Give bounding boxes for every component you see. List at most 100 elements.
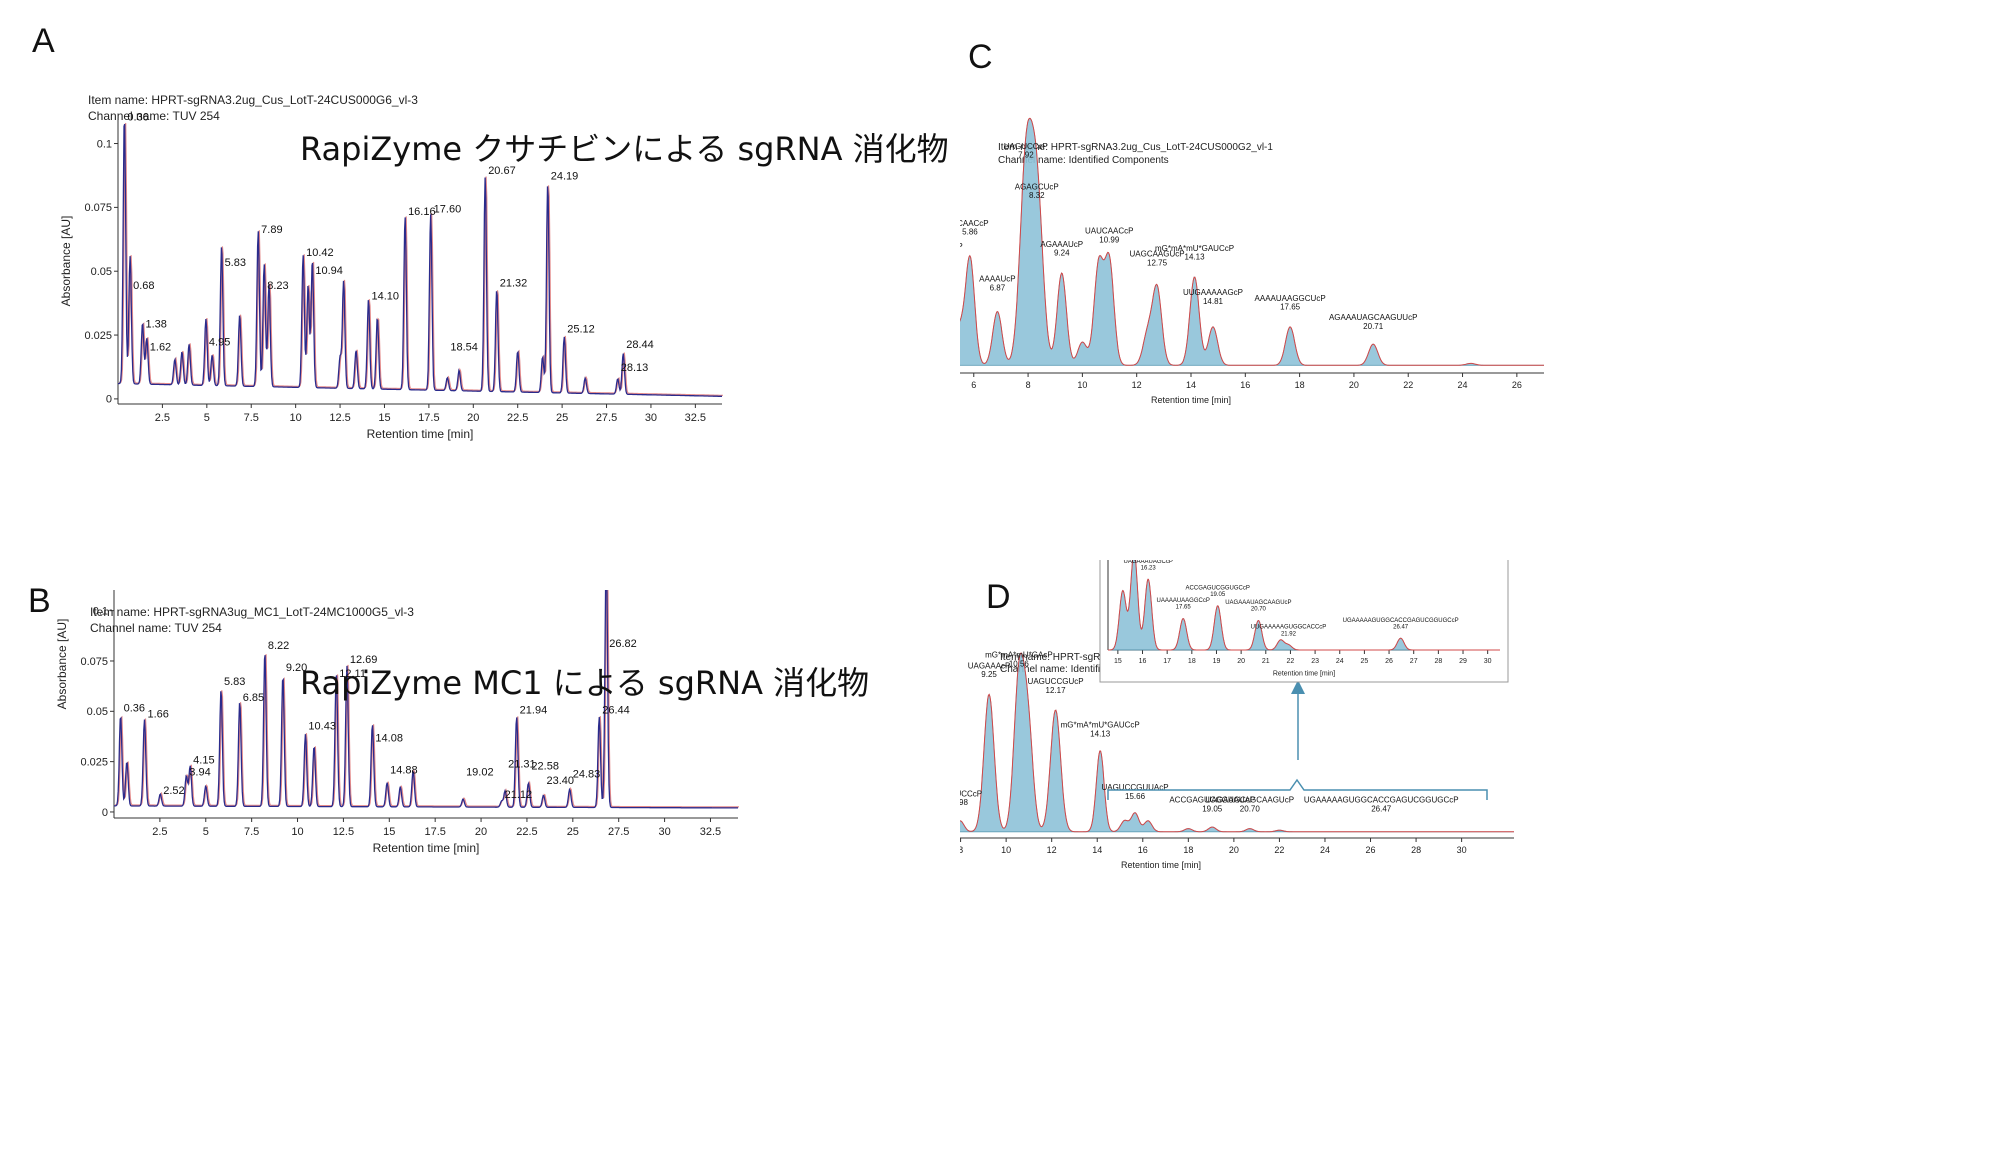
chart-c-item-name: Item name: HPRT-sgRNA3.2ug_Cus_LotT-24CU…: [998, 142, 1273, 153]
x-tick-label-B: 5: [203, 826, 209, 838]
peak-name-C: AAAAUcP: [979, 275, 1015, 284]
x-tick-label-A: 30: [645, 412, 657, 424]
peak-label-B: 14.08: [375, 733, 403, 745]
peak-rt-D-inset: 16.23: [1141, 565, 1157, 571]
y-axis-title-A: Absorbance [AU]: [59, 216, 73, 307]
peak-label-A: 20.67: [488, 165, 516, 177]
peak-label-B: 2.52: [163, 785, 184, 797]
x-tick-label-D: 12: [1047, 845, 1057, 855]
peak-name-D: UAGUCCcP: [960, 789, 982, 798]
chart-a-uv-chromatogram: Item name: HPRT-sgRNA3.2ug_Cus_LotT-24CU…: [59, 93, 723, 441]
y-tick-label-A: 0.05: [91, 266, 112, 278]
peak-name-C: AAAAUAAGGCUcP: [1255, 294, 1326, 303]
peak-label-B: 23.40: [546, 775, 574, 787]
x-tick-label-D: 30: [1457, 845, 1467, 855]
x-tick-label-A: 22.5: [507, 412, 528, 424]
peak-label-A: 16.16: [408, 206, 436, 218]
x-tick-label-B: 2.5: [152, 826, 167, 838]
x-tick-label-D-inset: 29: [1459, 658, 1467, 665]
x-tick-label-A: 12.5: [329, 412, 350, 424]
peak-label-A: 21.32: [500, 278, 528, 290]
x-tick-label-A: 25: [556, 412, 568, 424]
x-tick-label-B: 30: [658, 826, 670, 838]
x-tick-label-C: 18: [1295, 380, 1305, 390]
peak-label-B: 12.11: [339, 668, 366, 680]
peak-label-A: 7.89: [261, 224, 282, 236]
peak-rt-D-inset: 20.70: [1251, 607, 1267, 613]
peak-label-B: 21.94: [520, 704, 548, 716]
peak-name-D-inset: ACCGAGUCGGUGCcP: [1186, 585, 1250, 591]
peak-rt-D: 20.70: [1240, 804, 1261, 813]
x-tick-label-B: 25: [567, 826, 579, 838]
peak-name-D: ACCGAGUCGGUGCcP: [1169, 796, 1255, 805]
x-axis-title-C: Retention time [min]: [1151, 395, 1231, 405]
peak-label-A: 25.12: [567, 324, 595, 336]
x-tick-label-D-inset: 24: [1336, 658, 1344, 665]
peak-name-D: UAGAAAcP: [968, 661, 1011, 670]
peak-name-D-inset: UAGAAAUAGCcP: [1124, 560, 1173, 565]
peak-name-D: UAGUCCGUUAcP: [1101, 783, 1168, 792]
x-tick-label-C: 16: [1240, 380, 1250, 390]
y-tick-label-B: 0.05: [87, 706, 108, 718]
peak-name-C: UAGUCCcP: [1004, 142, 1048, 151]
peak-label-A: 5.83: [225, 257, 246, 269]
panel-letter-d: D: [986, 578, 1011, 616]
peak-label-A: 28.44: [626, 339, 654, 351]
chart-d-ms-chromatogram: Item name: HPRT-sgRNA3ug_MC1_LotT-24MC10…: [960, 560, 1514, 870]
trace-secondary-A: [119, 122, 723, 396]
x-tick-label-D: 26: [1366, 845, 1376, 855]
peak-label-B: 5.83: [224, 676, 245, 688]
x-tick-label-D: 20: [1229, 845, 1239, 855]
peak-label-B: 21.12: [505, 789, 533, 801]
peak-name-D: UAGAAAUAGCAAGUcP: [1206, 796, 1294, 805]
x-tick-label-B: 17.5: [424, 826, 445, 838]
chart-b-uv-chromatogram: Item name: HPRT-sgRNA3ug_MC1_LotT-24MC10…: [55, 590, 739, 855]
x-tick-label-D-inset: 16: [1139, 658, 1147, 665]
peak-rt-D: 10.56: [1009, 659, 1030, 668]
peak-rt-D: 14.13: [1090, 730, 1111, 739]
chart-c-ms-chromatogram: Item name: HPRT-sgRNA3.2ug_Cus_LotT-24CU…: [960, 117, 1544, 405]
peak-rt-C: 7.92: [1018, 151, 1034, 160]
peak-label-B: 10.43: [308, 720, 336, 732]
trace-D-inset: [1108, 560, 1500, 651]
peak-rt-C: 6.87: [990, 283, 1006, 292]
x-tick-label-D-inset: 26: [1385, 658, 1393, 665]
chart-d-channel-name: Channel name: Identified Components: [1000, 664, 1171, 675]
x-tick-label-A: 5: [204, 412, 210, 424]
peak-rt-D: 15.66: [1125, 792, 1146, 801]
x-tick-label-D: 22: [1274, 845, 1284, 855]
peak-label-B: 26.82: [609, 638, 637, 650]
peak-label-B: 24.83: [573, 769, 601, 781]
peak-label-A: 1.62: [150, 341, 171, 353]
peak-rt-C: 5.86: [962, 228, 978, 237]
peak-name-D: mG*mA*mU*GAcP: [985, 650, 1053, 659]
peak-label-B: 14.88: [390, 765, 418, 777]
x-tick-label-B: 15: [383, 826, 395, 838]
trace-D: [960, 652, 1514, 833]
y-tick-label-B: 0.075: [80, 656, 108, 668]
chart-a-item-name: Item name: HPRT-sgRNA3.2ug_Cus_LotT-24CU…: [88, 93, 418, 107]
x-tick-label-D: 18: [1183, 845, 1193, 855]
peak-name-C: UAUCAACcP: [1085, 226, 1133, 235]
x-tick-label-B: 7.5: [244, 826, 259, 838]
peak-name-C: mG*mA*mU*GAUCcP: [1155, 244, 1234, 253]
peak-rt-C: 9.24: [1054, 249, 1070, 258]
x-tick-label-C: 22: [1403, 380, 1413, 390]
peak-label-B: 21.31: [508, 759, 536, 771]
peak-rt-D-inset: 26.47: [1393, 624, 1409, 630]
peak-rt-C: 14.81: [1203, 297, 1224, 306]
x-tick-label-D: 10: [1001, 845, 1011, 855]
peak-label-B: 26.44: [602, 704, 630, 716]
peak-label-A: 0.36: [127, 112, 148, 124]
peak-rt-D: 26.47: [1371, 804, 1392, 813]
x-tick-label-A: 20: [467, 412, 479, 424]
x-axis-title-A: Retention time [min]: [367, 427, 474, 441]
peak-label-B: 22.58: [531, 761, 559, 773]
peak-label-A: 0.68: [133, 280, 154, 292]
peak-label-B: 9.20: [286, 662, 307, 674]
trace-secondary-B: [115, 590, 739, 808]
peak-label-B: 19.02: [466, 767, 494, 779]
peak-label-A: 10.42: [306, 247, 334, 259]
panel-letter-c: C: [968, 38, 993, 76]
x-tick-label-D-inset: 25: [1361, 658, 1369, 665]
